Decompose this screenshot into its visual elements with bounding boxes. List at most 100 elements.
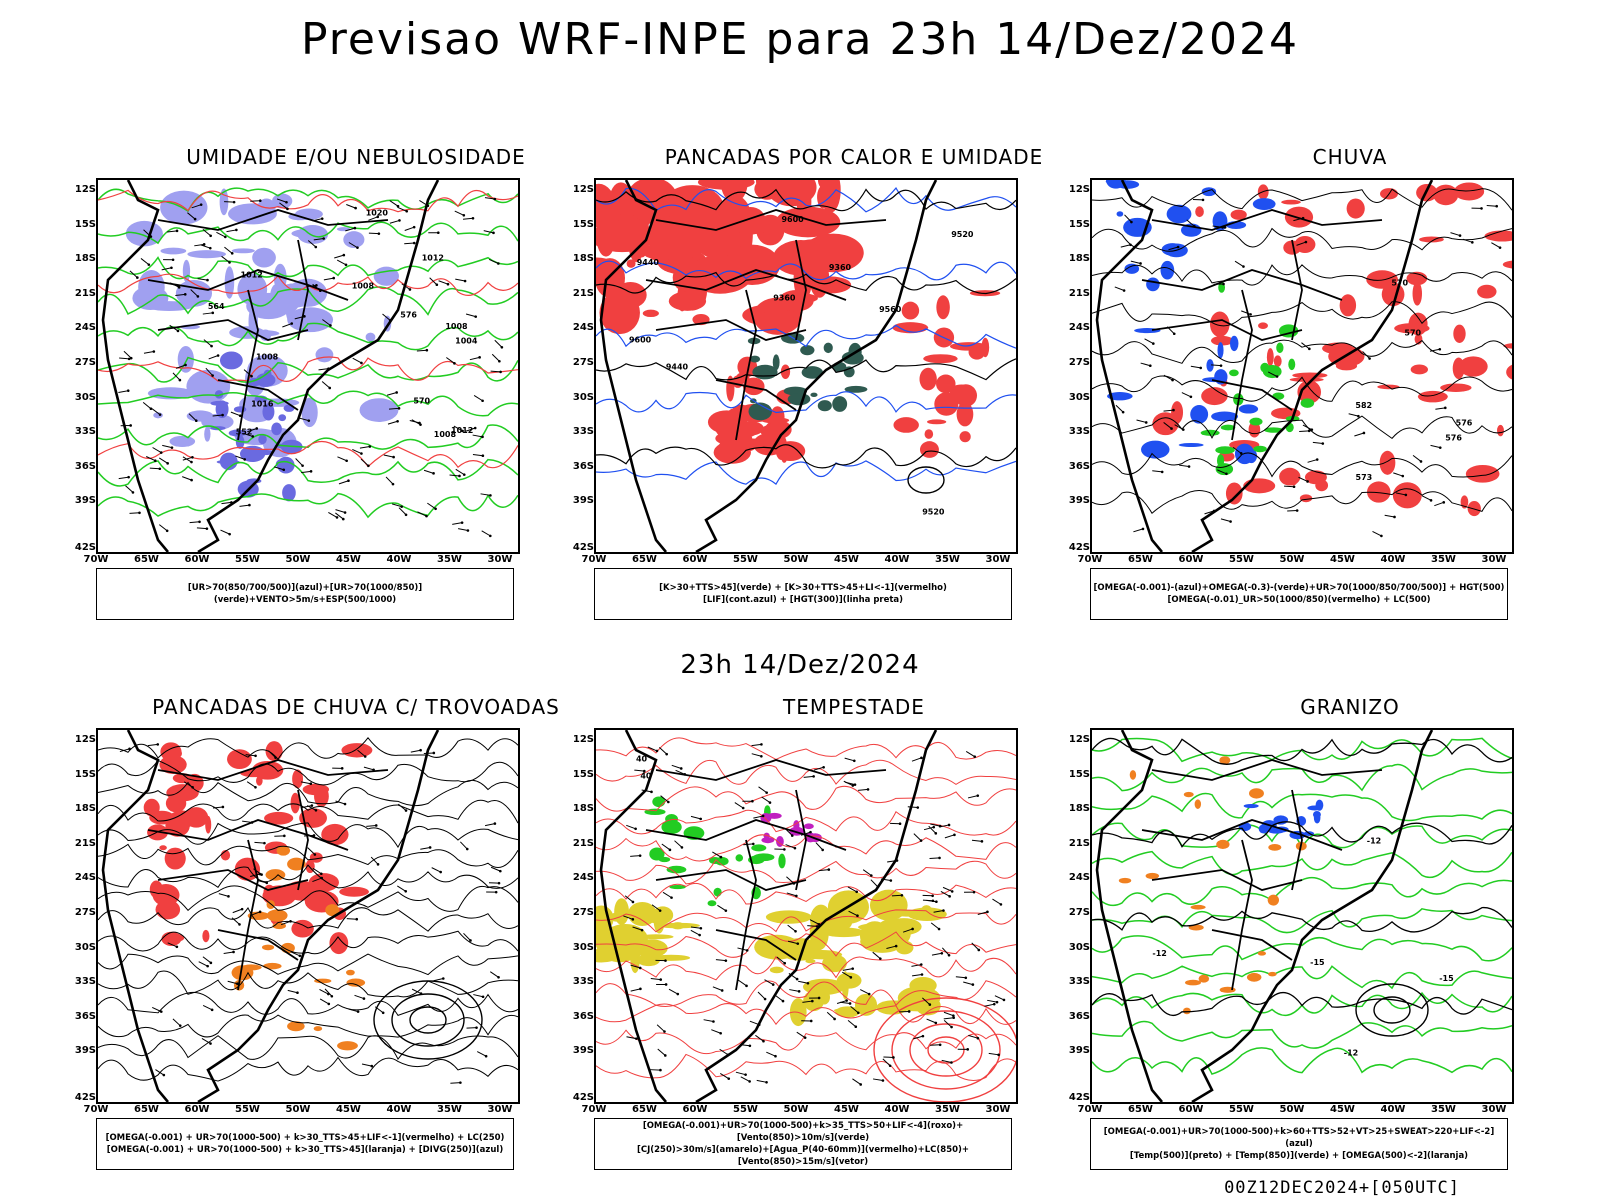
streamline-arrow — [268, 750, 277, 759]
longitude-label: 45W — [336, 1104, 361, 1115]
instability-area-green — [800, 345, 815, 356]
streamline-arrow — [1296, 240, 1308, 246]
streamline-arrow — [147, 743, 160, 747]
wind-vector — [175, 293, 187, 296]
longitude-label: 35W — [437, 554, 462, 565]
panel-legend: [UR>70(850/700/500)](azul)+[UR>70(1000/8… — [96, 568, 514, 620]
coastline — [1095, 730, 1434, 1102]
wind-vector — [348, 242, 359, 249]
wind-vector — [489, 258, 500, 265]
streamline-arrow — [1384, 514, 1396, 519]
wind-vector-850 — [668, 988, 680, 996]
latitude-label: 12S — [1068, 184, 1090, 195]
wind-vector-850 — [634, 769, 646, 773]
latitude-label: 18S — [1068, 253, 1090, 265]
humidity-area-dark-blue — [219, 452, 238, 471]
wind-vector — [383, 454, 395, 459]
map-canvas: 40 40 — [596, 730, 1016, 1102]
main-title: Previsao WRF-INPE para 23h 14/Dez/2024 — [301, 14, 1299, 65]
streamline-arrow — [1130, 260, 1142, 265]
rain-thunder-area-red — [341, 743, 373, 758]
state-border — [157, 869, 309, 891]
legend-line: [CJ(250)>30m/s](amarelo)+[Agua_P(40-60mm… — [636, 1145, 970, 1167]
humidity-area-blue — [187, 250, 227, 259]
longitude-label: 70W — [83, 1104, 109, 1115]
wind-vector — [158, 457, 169, 465]
wind-vector — [368, 215, 380, 221]
state-border — [1151, 869, 1303, 891]
latitude-label: 30S — [572, 941, 594, 953]
streamline-arrow — [312, 867, 323, 876]
longitude-label: 40W — [386, 1104, 412, 1115]
streamline-250 — [98, 930, 518, 955]
rain-thunder-area-red — [290, 792, 300, 814]
instability-area-green — [787, 392, 811, 406]
state-border — [157, 759, 389, 781]
latitude-label: 12S — [74, 734, 96, 745]
coastline — [599, 730, 938, 1102]
contour-value-label: 1008 — [256, 353, 279, 362]
instability-area-green — [772, 354, 780, 371]
wind-vector-850 — [656, 983, 668, 986]
latitude-label: 21S — [1068, 837, 1090, 849]
wind-vector-850 — [803, 775, 815, 778]
longitude-label: 65W — [134, 1104, 159, 1115]
instability-area-red — [613, 200, 622, 217]
longitude-label: 45W — [1330, 1104, 1355, 1115]
latitude-label: 18S — [572, 803, 594, 815]
humidity-area-blue — [343, 231, 365, 249]
wind-area-green — [658, 856, 671, 863]
state-border — [217, 929, 299, 961]
wind-vector — [352, 357, 363, 365]
rain-area-red — [1258, 322, 1268, 330]
rain-area-orange — [276, 845, 291, 856]
wind-vector-850 — [963, 981, 975, 986]
rain-area-red — [1289, 377, 1324, 382]
wind-vector-850 — [734, 802, 745, 810]
panel-title: PANCADAS POR CALOR E UMIDADE — [664, 145, 1044, 169]
wind-vector-850 — [943, 1016, 955, 1020]
streamline-arrow — [1120, 243, 1132, 248]
panel-title: PANCADAS DE CHUVA C/ TROVOADAS — [152, 695, 560, 719]
wind-vector — [328, 511, 339, 519]
rain-thunder-area-red — [309, 852, 323, 863]
wind-vector — [243, 432, 255, 438]
rain-thunder-area-red — [161, 931, 182, 946]
wind-vector-850 — [911, 963, 923, 967]
wind-area-green — [661, 819, 682, 835]
rain-area-red — [1289, 478, 1297, 486]
wind-vector — [202, 229, 212, 238]
streamline-arrow — [1299, 429, 1311, 433]
wind-vector-850 — [753, 814, 765, 819]
state-border — [795, 789, 807, 891]
wind-vector — [187, 212, 197, 221]
wind-vector — [337, 456, 348, 463]
wind-vector-850 — [801, 1019, 813, 1023]
streamline-arrow — [231, 917, 241, 926]
rain-area-red — [1458, 356, 1488, 377]
instability-area-red — [596, 183, 616, 228]
instability-area-red — [934, 392, 959, 416]
humidity-contour-green — [98, 390, 518, 417]
latitude-label: 39S — [74, 1045, 96, 1057]
wind-vector-850 — [623, 915, 635, 921]
wind-vector — [189, 520, 201, 524]
wind-vector-850 — [764, 979, 775, 986]
wind-vector-850 — [626, 1036, 638, 1040]
streamline-250 — [98, 799, 518, 824]
streamline-arrow — [312, 876, 324, 883]
wind-vector — [472, 453, 485, 458]
wind-vector — [143, 350, 156, 354]
wind-area-green — [649, 847, 665, 861]
rain-area-red — [1412, 281, 1423, 306]
omega-area-blue — [1115, 180, 1140, 189]
streamline-250 — [98, 736, 518, 761]
hgt500-contour — [1092, 301, 1512, 327]
streamline-arrow — [290, 951, 302, 958]
rain-area-red — [1394, 323, 1430, 334]
state-border — [1211, 379, 1293, 411]
humidity-area-dark-blue — [278, 414, 287, 422]
omega-area-blue — [1146, 277, 1160, 292]
hgt500-contour — [1092, 415, 1512, 440]
wind-vector — [158, 524, 169, 533]
